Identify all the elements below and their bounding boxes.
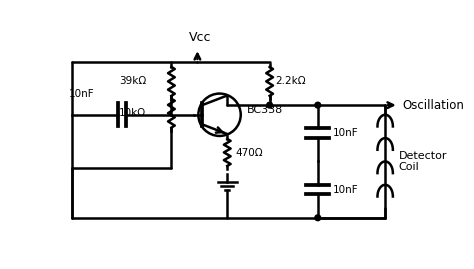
Text: Oscillation: Oscillation [402, 99, 465, 112]
Text: BC338: BC338 [246, 105, 283, 115]
Circle shape [315, 215, 320, 221]
Text: 10kΩ: 10kΩ [119, 108, 146, 118]
Text: 470Ω: 470Ω [235, 148, 263, 158]
Text: Detector
Coil: Detector Coil [399, 151, 447, 172]
Text: 10nF: 10nF [333, 185, 359, 195]
Circle shape [315, 102, 320, 108]
Text: 39kΩ: 39kΩ [119, 76, 146, 86]
Text: 10nF: 10nF [333, 128, 359, 138]
Text: 2.2kΩ: 2.2kΩ [275, 76, 306, 86]
Circle shape [267, 102, 273, 108]
Text: Vcc: Vcc [189, 31, 211, 44]
Text: 10nF: 10nF [68, 89, 94, 99]
